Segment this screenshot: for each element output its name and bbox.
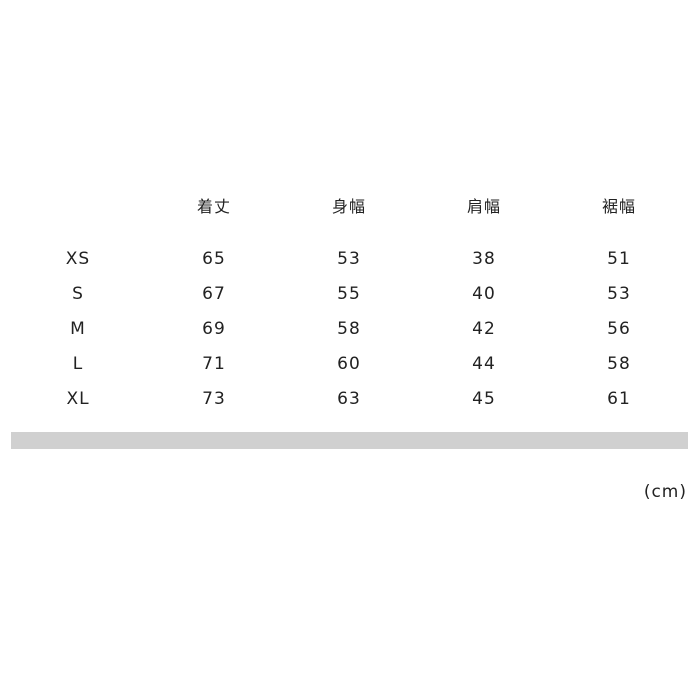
table-cell: 73: [202, 389, 226, 409]
column-header: 着丈: [196, 197, 231, 216]
size-label: S: [72, 284, 84, 304]
table-cell: 65: [202, 249, 226, 269]
column-header: 身幅: [331, 197, 366, 216]
table-cell: 60: [337, 354, 361, 374]
column-header: 裾幅: [601, 197, 636, 216]
table-cell: 61: [607, 389, 631, 409]
table-cell: 38: [472, 249, 496, 269]
table-cell: 40: [472, 284, 496, 304]
table-cell: 42: [472, 319, 496, 339]
size-label: XS: [65, 249, 91, 269]
divider-bar: [11, 432, 688, 449]
size-label: L: [72, 354, 84, 374]
column-header: 肩幅: [466, 197, 501, 216]
table-cell: 45: [472, 389, 496, 409]
size-label: M: [70, 319, 86, 339]
table-cell: 53: [337, 249, 361, 269]
size-label: XL: [66, 389, 90, 409]
table-cell: 67: [202, 284, 226, 304]
table-cell: 55: [337, 284, 361, 304]
table-cell: 71: [202, 354, 226, 374]
table-cell: 51: [607, 249, 631, 269]
table-cell: 44: [472, 354, 496, 374]
table-cell: 58: [607, 354, 631, 374]
table-cell: 63: [337, 389, 361, 409]
table-cell: 53: [607, 284, 631, 304]
table-cell: 69: [202, 319, 226, 339]
unit-label: (cm): [643, 482, 687, 502]
table-cell: 58: [337, 319, 361, 339]
table-cell: 56: [607, 319, 631, 339]
